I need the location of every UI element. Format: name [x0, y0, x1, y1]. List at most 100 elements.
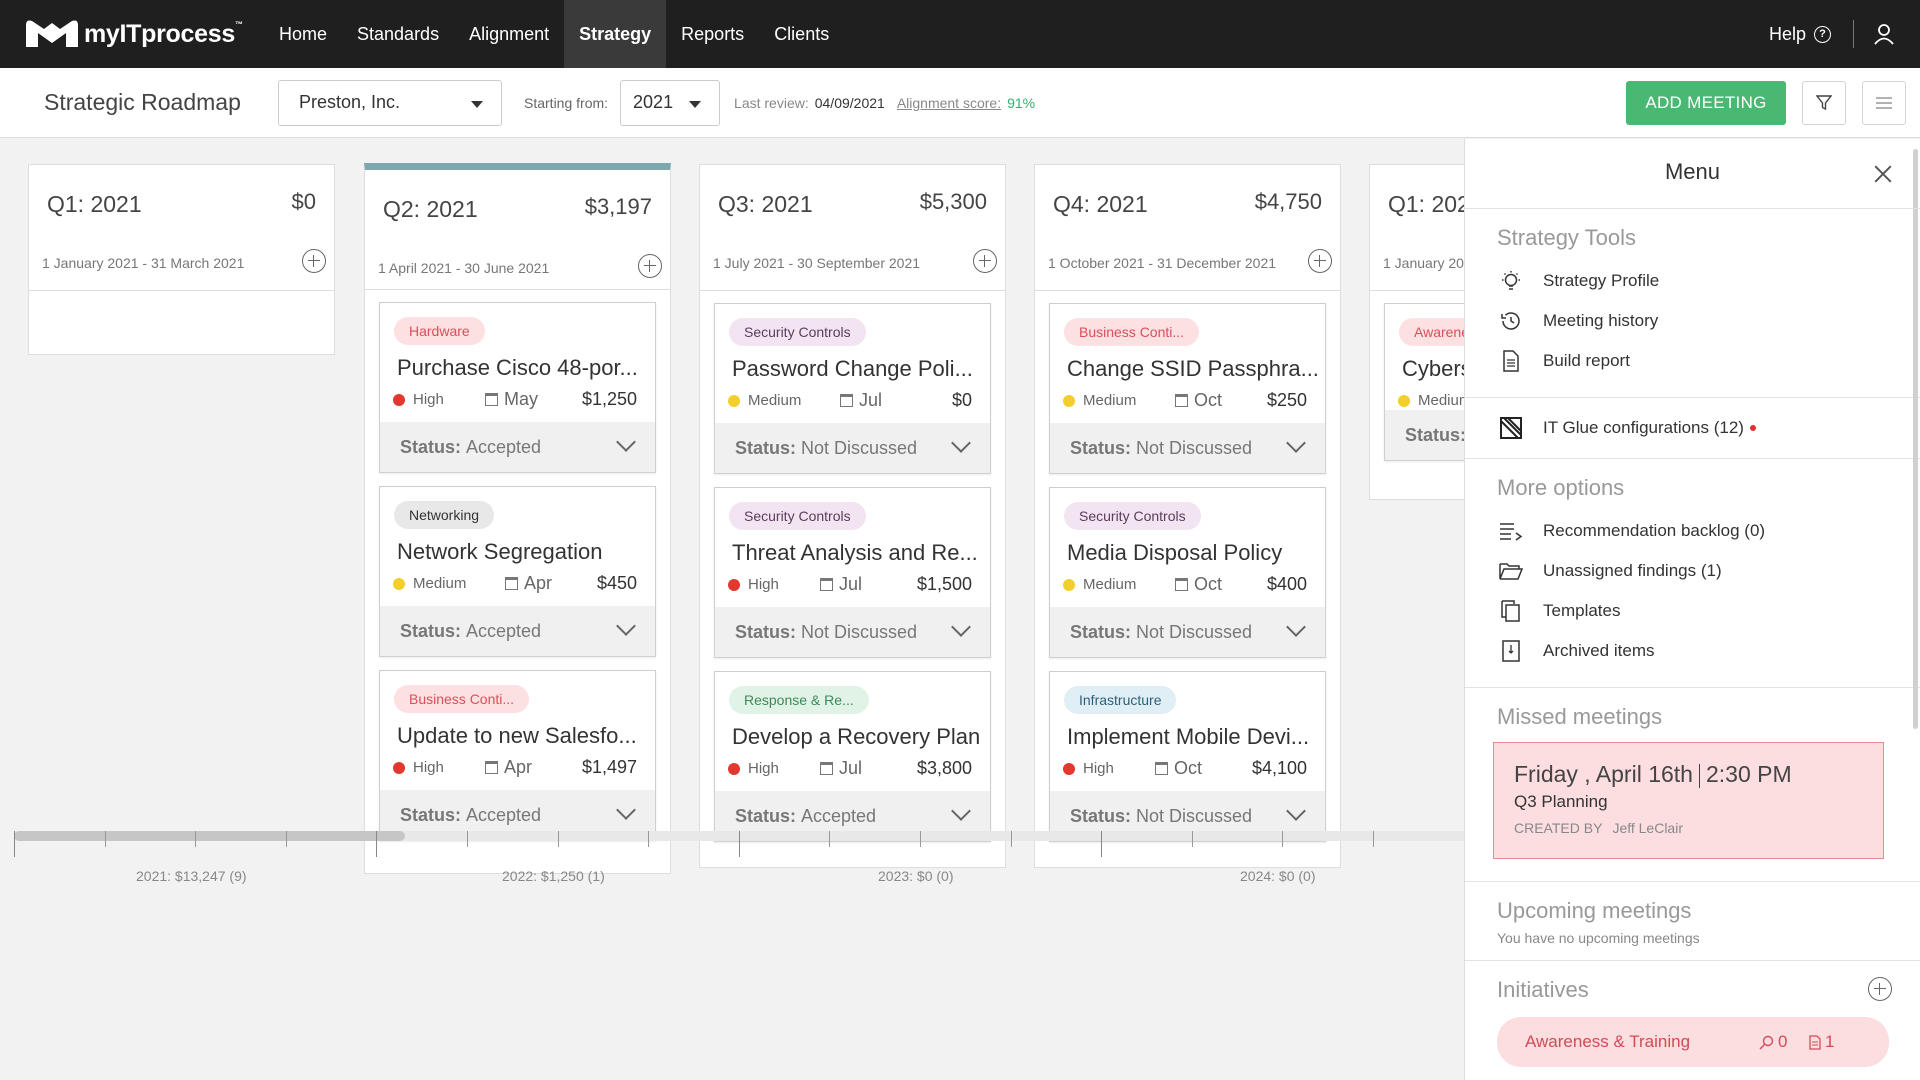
- priority-dot: [1063, 395, 1075, 407]
- nav-strategy[interactable]: Strategy: [564, 0, 667, 68]
- nav-clients[interactable]: Clients: [774, 23, 830, 44]
- initiative-docs-count: 1: [1825, 1032, 1835, 1051]
- timeline-tick: [829, 831, 831, 847]
- roadmap-item-card[interactable]: Security Controls Threat Analysis and Re.…: [714, 487, 991, 658]
- filter-icon: [1816, 94, 1832, 110]
- document-icon: [1497, 347, 1525, 375]
- item-month: Jul: [820, 758, 862, 779]
- it-glue-configurations-item[interactable]: IT Glue configurations (12): [1497, 408, 1920, 448]
- client-select[interactable]: Preston, Inc.: [278, 79, 502, 126]
- calendar-icon: [820, 578, 833, 591]
- item-meta: High May $1,250: [393, 389, 637, 411]
- roadmap-item-card[interactable]: Response & Re... Develop a Recovery Plan H…: [714, 671, 991, 842]
- item-title: Purchase Cisco 48-por...: [397, 355, 638, 380]
- item-cost: $400: [1266, 574, 1307, 594]
- nav-reports[interactable]: Reports: [681, 23, 745, 44]
- chevron-down-icon[interactable]: [1286, 617, 1306, 637]
- initiative-chip[interactable]: Awareness & Training 0 1: [1497, 1017, 1889, 1067]
- chevron-down-icon[interactable]: [616, 432, 636, 452]
- nav-home[interactable]: Home: [279, 23, 328, 44]
- priority-dot: [728, 395, 740, 407]
- timeline-tick: [1191, 831, 1193, 847]
- build-report-item[interactable]: Build report: [1497, 341, 1920, 381]
- category-tag: Hardware: [394, 317, 485, 345]
- nav-standards[interactable]: Standards: [357, 23, 440, 44]
- add-meeting-button[interactable]: ADD MEETING: [1626, 80, 1786, 125]
- item-title: Network Segregation: [397, 539, 603, 564]
- quarter-name: Q1: 2021: [47, 191, 142, 217]
- roadmap-item-card[interactable]: Hardware Purchase Cisco 48-por... High May $…: [379, 302, 656, 473]
- timeline-thumb[interactable]: [14, 831, 405, 841]
- status-value: Not Discussed: [801, 437, 918, 458]
- meeting-history-item[interactable]: Meeting history: [1497, 301, 1920, 341]
- lightbulb-icon: [1497, 267, 1525, 295]
- category-tag: Infrastructure: [1064, 686, 1177, 714]
- roadmap-item-card[interactable]: Networking Network Segregation Medium Apr $4…: [379, 486, 656, 657]
- roadmap-item-card[interactable]: Business Conti... Change SSID Passphra...…: [1049, 303, 1326, 474]
- roadmap-item-card[interactable]: Awareness Cybersecurity Medium Status:: [1384, 303, 1464, 461]
- logo[interactable]: myITprocess™: [24, 17, 246, 51]
- strategy-profile-item[interactable]: Strategy Profile: [1497, 261, 1920, 301]
- chevron-down-icon[interactable]: [616, 800, 636, 820]
- menu-panel: Menu Strategy Tools Strategy Profile Mee…: [1464, 139, 1920, 1080]
- help-link[interactable]: Help ?: [1769, 20, 1854, 48]
- alignment-score-link[interactable]: Alignment score:: [896, 94, 1002, 111]
- panel-scrollbar[interactable]: [1913, 149, 1918, 729]
- item-status[interactable]: Status:: [1385, 410, 1464, 460]
- item-status[interactable]: Status: Accepted: [380, 606, 655, 656]
- status-value: Accepted: [466, 436, 542, 457]
- status-value: Accepted: [801, 805, 877, 826]
- roadmap-item-card[interactable]: Business Conti... Update to new Salesfo..…: [379, 670, 656, 841]
- close-icon[interactable]: [1874, 165, 1892, 183]
- item-title: Develop a Recovery Plan: [732, 724, 981, 749]
- item-status[interactable]: Status: Not Discussed: [715, 607, 990, 657]
- nav-alignment[interactable]: Alignment: [469, 23, 550, 44]
- item-status[interactable]: Status: Not Discussed: [1050, 423, 1325, 473]
- roadmap-item-card[interactable]: Security Controls Media Disposal Policy Me…: [1049, 487, 1326, 658]
- templates-item[interactable]: Templates: [1497, 591, 1920, 631]
- chevron-down-icon[interactable]: [951, 801, 971, 821]
- quarter-total: $5,300: [919, 189, 987, 214]
- add-initiative-icon[interactable]: [1868, 977, 1892, 1001]
- chevron-down-icon[interactable]: [951, 617, 971, 637]
- hamburger-icon: [1876, 96, 1892, 109]
- archive-icon: [1497, 637, 1525, 665]
- chevron-down-icon[interactable]: [616, 616, 636, 636]
- item-status[interactable]: Status: Not Discussed: [1050, 607, 1325, 657]
- category-tag: Security Controls: [729, 318, 866, 346]
- item-cost: $250: [1266, 390, 1307, 410]
- chevron-down-icon[interactable]: [1286, 433, 1306, 453]
- quarter-total: $3,197: [584, 194, 652, 219]
- timeline-tick: [104, 831, 106, 847]
- quarter-date-range: 1 January 2021 - 31 March 2021: [42, 255, 245, 271]
- year-select[interactable]: 2021: [620, 79, 721, 126]
- alignment-score-value: 91%: [1007, 94, 1036, 111]
- item-status[interactable]: Status: Not Discussed: [715, 423, 990, 473]
- last-review-date: 04/09/2021: [814, 94, 885, 111]
- timeline-scrollbar[interactable]: [14, 831, 1465, 857]
- missed-meeting-card[interactable]: Friday , April 16th 2:30 PM Q3 Planning C…: [1493, 742, 1884, 859]
- unassigned-findings-item[interactable]: Unassigned findings (1): [1497, 551, 1920, 591]
- item-status[interactable]: Status: Accepted: [380, 422, 655, 472]
- roadmap-item-card[interactable]: Infrastructure Implement Mobile Devi... Hi…: [1049, 671, 1326, 842]
- main-menu: Home Standards Alignment Strategy Reports Cli…: [264, 0, 844, 68]
- recommendation-backlog-item[interactable]: Recommendation backlog (0): [1497, 511, 1920, 551]
- item-title: Update to new Salesfo...: [397, 723, 637, 748]
- status-label: Status:: [735, 621, 797, 642]
- archived-items-item[interactable]: Archived items: [1497, 631, 1920, 671]
- status-value: Not Discussed: [1136, 621, 1253, 642]
- add-item-icon[interactable]: [973, 249, 997, 273]
- add-item-icon[interactable]: [1308, 249, 1332, 273]
- it-glue-label: IT Glue configurations (12): [1543, 418, 1744, 437]
- chevron-down-icon[interactable]: [1286, 801, 1306, 821]
- priority-label: Medium: [1083, 576, 1137, 593]
- menu-button[interactable]: [1862, 80, 1906, 125]
- created-by-label: CREATED BY: [1514, 820, 1603, 836]
- user-profile-icon[interactable]: [1854, 23, 1920, 45]
- add-item-icon[interactable]: [302, 249, 326, 273]
- add-item-icon[interactable]: [638, 254, 662, 278]
- filter-button[interactable]: [1802, 80, 1846, 125]
- roadmap-item-card[interactable]: Security Controls Password Change Poli...…: [714, 303, 991, 474]
- chevron-down-icon[interactable]: [951, 433, 971, 453]
- timeline-tick: [14, 831, 15, 857]
